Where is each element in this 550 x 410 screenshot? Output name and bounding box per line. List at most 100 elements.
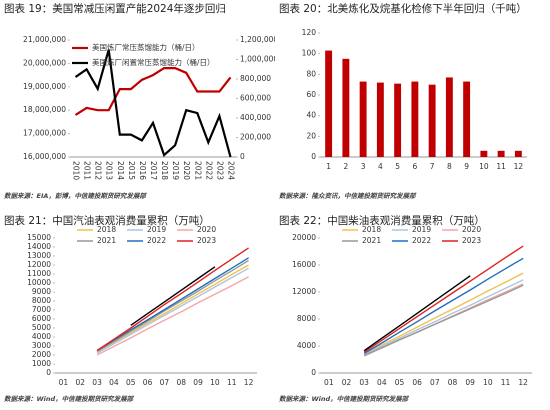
legend-label: 2021	[97, 236, 116, 245]
bar	[463, 81, 471, 157]
legend-label: 2021	[362, 236, 381, 245]
x-tick-label: 08	[448, 378, 458, 387]
x-tick-label: 06	[143, 378, 153, 387]
source-note: 数据来源：EIA，彭博，中信建投期货研究发展部	[4, 192, 146, 200]
y-tick-label: 4000	[32, 332, 51, 341]
y2-tick-label: 1,200,000	[240, 35, 275, 44]
legend-label: 2020	[197, 225, 216, 234]
legend-label: 2022	[412, 236, 431, 245]
chart-title: 图表 22：中国柴油表观消费量累积（万吨）	[279, 215, 485, 227]
y-tick-label: 4000	[297, 341, 316, 350]
x-tick-label: 04	[377, 378, 387, 387]
y-tick-label: 120	[302, 28, 317, 37]
y-tick-label: 20	[306, 131, 316, 140]
x-tick-label: 01	[324, 378, 334, 387]
y-tick-label: 2000	[32, 350, 51, 359]
x-tick-label: 2011	[83, 161, 92, 180]
line-series	[363, 257, 524, 355]
x-tick-label: 2018	[160, 161, 169, 180]
x-tick-label: 05	[395, 378, 405, 387]
line-series	[130, 266, 216, 326]
y-tick-label: 11000	[27, 269, 51, 278]
x-tick-label: 07	[430, 378, 440, 387]
line-series	[96, 264, 249, 353]
x-tick-label: 2014	[116, 161, 125, 180]
line-series	[363, 272, 524, 355]
y2-tick-label: 800,000	[240, 74, 271, 83]
legend-label: 2020	[462, 225, 481, 234]
x-tick-label: 2023	[215, 161, 224, 180]
x-tick-label: 02	[342, 378, 352, 387]
y-tick-label: 21,000,000	[23, 35, 66, 44]
y-tick-label: 20,000,000	[23, 58, 66, 67]
y-tick-label: 20000	[292, 233, 316, 242]
line-series	[96, 259, 249, 353]
panel: 0 4000 8000 12000 16000 20000 01 02 03 04 05 06 07 08…	[275, 205, 550, 410]
x-tick-label: 8	[447, 162, 452, 171]
x-tick-label: 08	[176, 378, 186, 387]
x-tick-label: 05	[126, 378, 136, 387]
x-tick-label: 11	[496, 162, 506, 171]
x-tick-label: 2021	[193, 161, 202, 180]
line-series	[363, 275, 471, 352]
y-tick-label: 10000	[27, 278, 51, 287]
y2-tick-label: 1,000,000	[240, 55, 275, 64]
y-tick-label: 15000	[27, 233, 51, 242]
y-tick-label: 9000	[32, 287, 51, 296]
x-tick-label: 1	[326, 162, 331, 171]
x-tick-label: 04	[109, 378, 119, 387]
chart: 16,000,000 17,000,000 18,000,000 19,000,000…	[23, 35, 275, 180]
line-series	[96, 257, 249, 352]
x-tick-label: 06	[412, 378, 422, 387]
x-tick-label: 10	[210, 378, 220, 387]
x-tick-label: 2016	[138, 161, 147, 180]
source-note: 数据来源：Wind，中信建投期货研究发展部	[4, 395, 134, 403]
x-tick-label: 03	[359, 378, 369, 387]
line-series	[96, 276, 249, 356]
y-tick-label: 60	[306, 90, 316, 99]
y-tick-label: 12000	[27, 260, 51, 269]
panel: 0 1000 2000 3000 4000 5000 6000 7000 8000 9000 100…	[0, 205, 275, 410]
x-tick-label: 9	[464, 162, 469, 171]
bar	[342, 58, 350, 158]
x-tick-label: 07	[160, 378, 170, 387]
x-tick-label: 2015	[127, 161, 136, 180]
source-note: 数据来源：隆众资讯，中信建投期货研究发展部	[279, 192, 416, 200]
y2-tick-label: 0	[240, 152, 245, 161]
legend-label: 2023	[462, 236, 481, 245]
chart-title: 图表 19：美国常减压闲置产能2024年逐步回归	[4, 3, 226, 15]
bar	[480, 150, 488, 157]
x-tick-label: 2010	[72, 161, 81, 180]
x-tick-label: 3	[361, 162, 366, 171]
y-tick-label: 16000	[292, 260, 316, 269]
panel: 0 20 40 60 80 100 120 1 2 3 4 5 6 7 8 9 10 11 12 图表 20：北美炼…	[275, 0, 550, 205]
chart: 0100020003000400050006000700080009000100…	[27, 225, 257, 387]
y2-tick-label: 600,000	[240, 94, 271, 103]
x-tick-label: 11	[227, 378, 237, 387]
x-tick-label: 12	[514, 162, 524, 171]
y2-tick-label: 200,000	[240, 133, 271, 142]
chart-title: 图表 21：中国汽油表观消费量累积（万吨）	[4, 215, 210, 227]
x-tick-label: 09	[465, 378, 475, 387]
y-tick-label: 0	[311, 152, 316, 161]
y-tick-label: 40	[306, 111, 316, 120]
x-tick-label: 02	[75, 378, 85, 387]
legend-label: 美国炼厂闲置常压蒸馏能力（桶/日）	[92, 57, 215, 67]
y2-tick-label: 400,000	[240, 113, 271, 122]
x-tick-label: 12	[518, 378, 528, 387]
x-tick-label: 10	[483, 378, 493, 387]
legend-label: 2019	[412, 225, 431, 234]
y-tick-label: 8000	[297, 314, 316, 323]
bar	[428, 84, 436, 157]
legend-label: 2019	[147, 225, 166, 234]
chart: 0 4000 8000 12000 16000 20000 01 02 03 04 05 06 07 08…	[292, 225, 532, 387]
x-tick-label: 03	[92, 378, 102, 387]
bar	[445, 77, 453, 157]
x-tick-label: 11	[501, 378, 511, 387]
y-tick-label: 17,000,000	[23, 129, 66, 138]
y-tick-label: 0	[46, 368, 51, 377]
legend-label: 2018	[97, 225, 116, 234]
chart-title: 图表 20：北美炼化及烷基化检修下半年回归（千吨）	[279, 3, 527, 15]
